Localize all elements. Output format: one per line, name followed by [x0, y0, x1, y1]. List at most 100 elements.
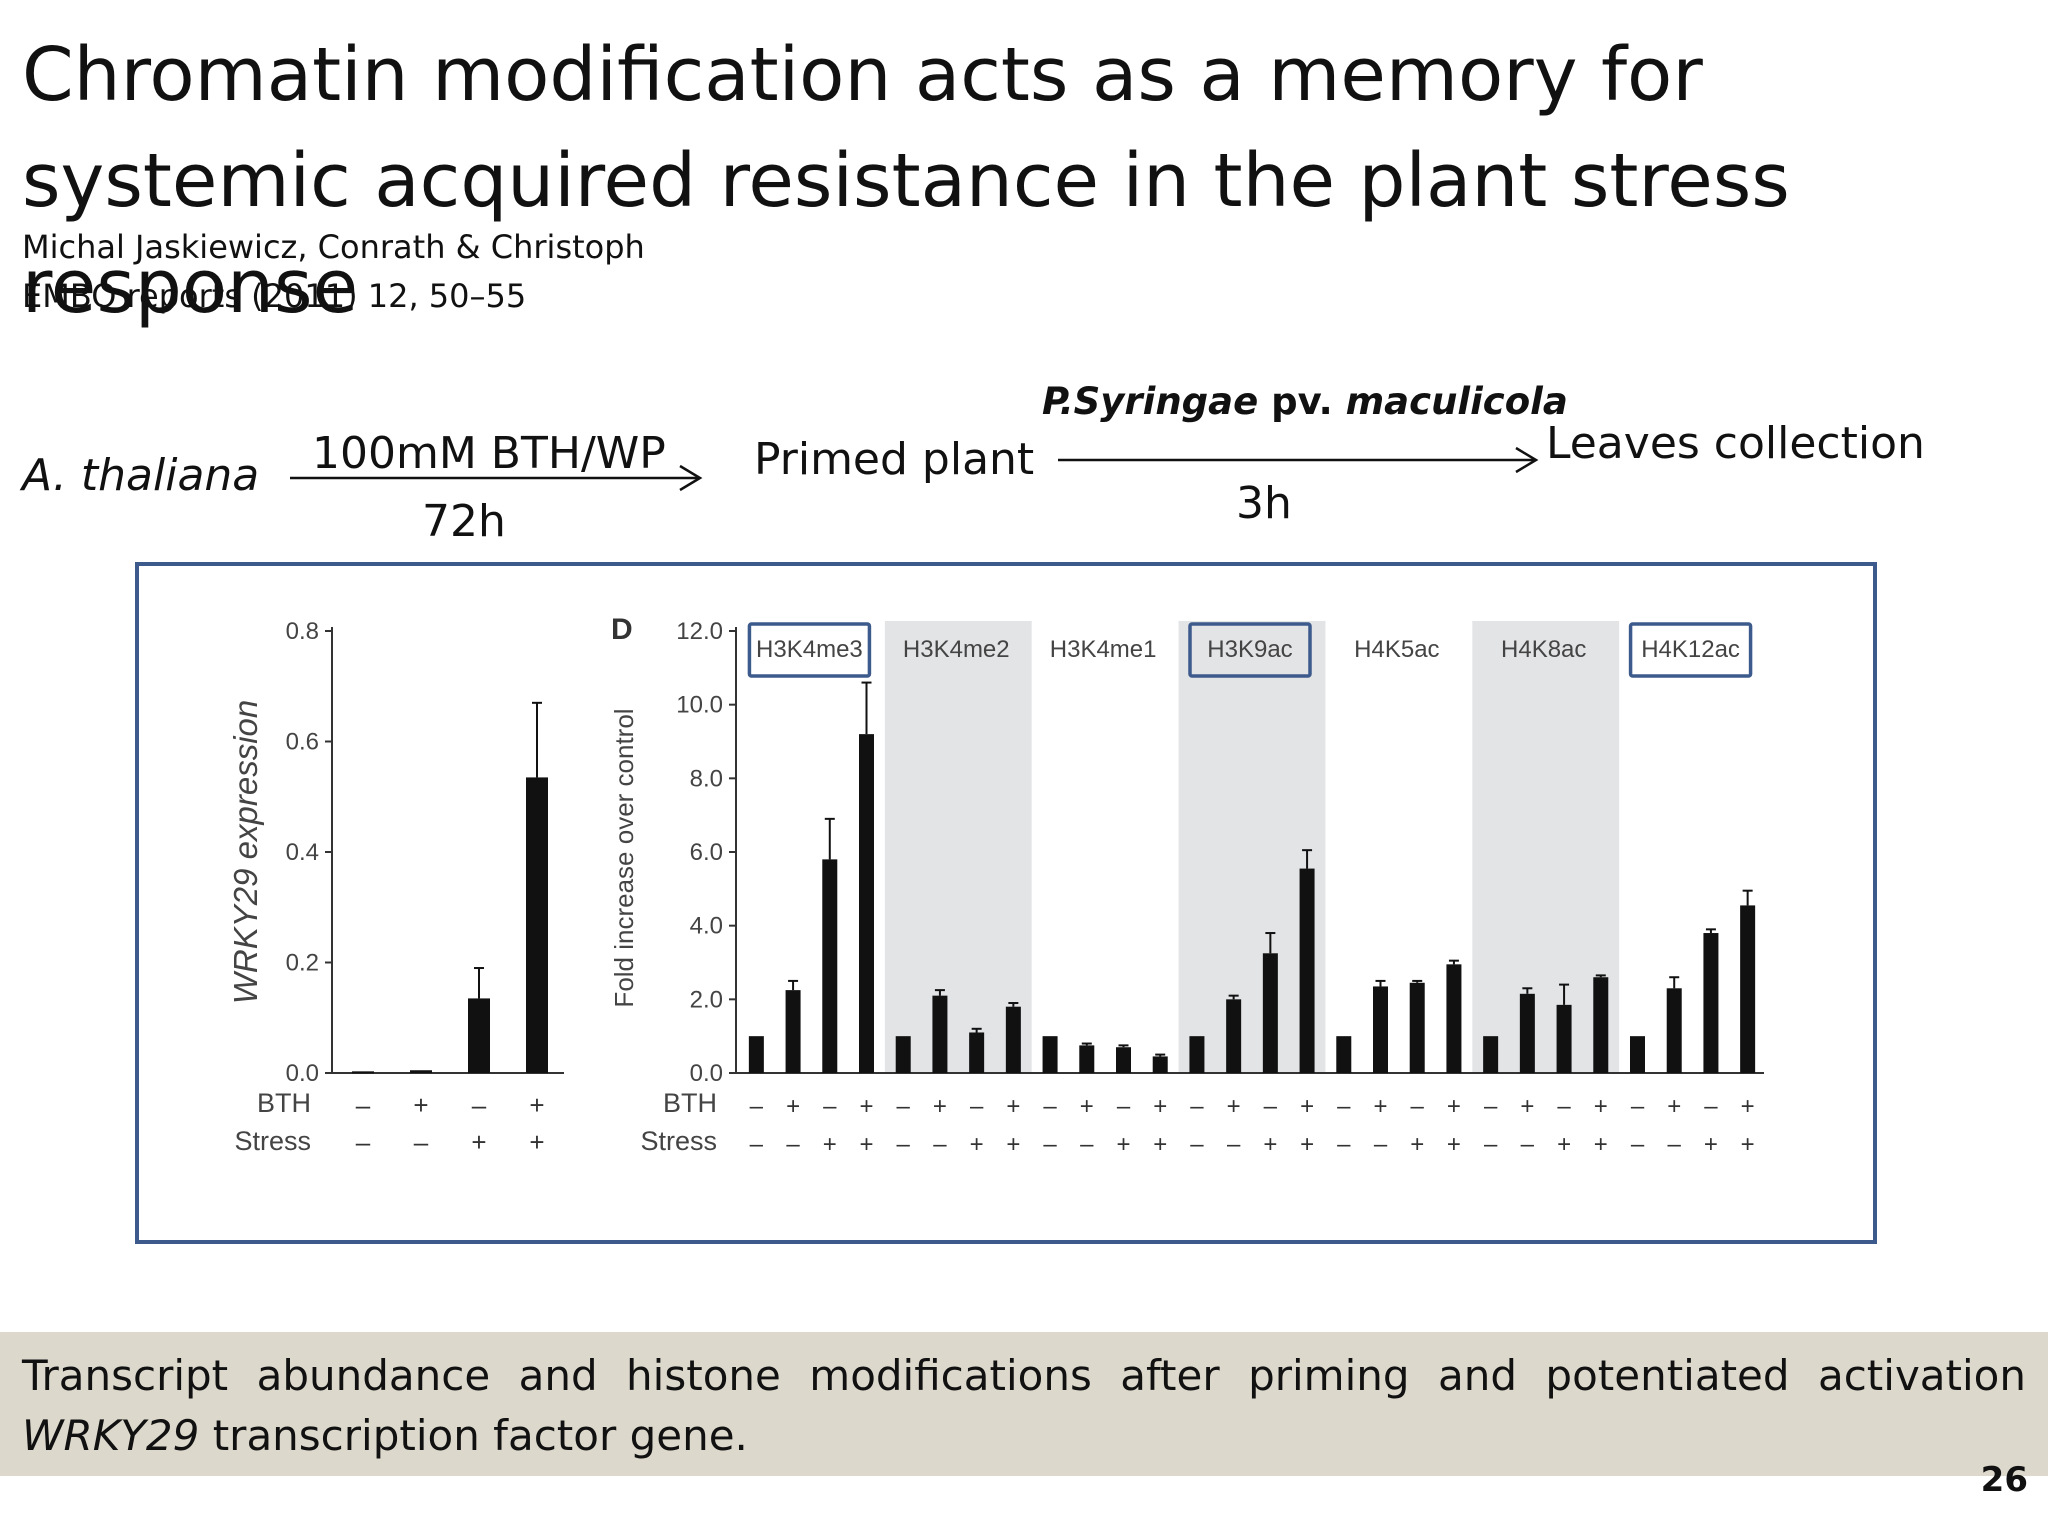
y-tick-label: 0.6	[286, 729, 319, 756]
bth-sign: –	[1631, 1093, 1645, 1120]
bth-sign: +	[1080, 1093, 1094, 1120]
stress-sign: –	[356, 1127, 371, 1157]
stress-sign: +	[970, 1131, 984, 1158]
bth-sign: +	[933, 1093, 947, 1120]
bth-sign: –	[1337, 1093, 1351, 1120]
stress-sign: –	[750, 1131, 764, 1158]
caption-rest: transcription factor gene.	[199, 1411, 748, 1460]
bar	[1336, 1036, 1352, 1073]
stress-sign: –	[1227, 1131, 1241, 1158]
group-highlight-box	[747, 622, 872, 678]
group-highlight-box	[1628, 622, 1753, 678]
bar	[1446, 964, 1462, 1073]
bth-sign: –	[472, 1090, 487, 1120]
group-label: H4K12ac	[1641, 636, 1740, 663]
bar	[526, 777, 548, 1073]
group-label: H3K4me2	[903, 636, 1010, 663]
stress-sign: –	[1080, 1131, 1094, 1158]
citation-authors: Michal Jaskiewicz, Conrath & Christoph	[22, 228, 645, 266]
bth-sign: +	[1006, 1093, 1020, 1120]
stress-sign: +	[529, 1127, 544, 1157]
bth-sign: +	[1594, 1093, 1608, 1120]
bth-sign: +	[1373, 1093, 1387, 1120]
stress-sign: +	[1410, 1131, 1424, 1158]
stress-sign: –	[786, 1131, 800, 1158]
group-label: H3K4me3	[756, 636, 863, 663]
pathogen-species: P.Syringae	[1042, 380, 1259, 423]
bar	[1262, 953, 1278, 1073]
stress-sign: +	[1006, 1131, 1020, 1158]
y-tick-label: 0.8	[286, 618, 319, 645]
stress-sign: +	[1557, 1131, 1571, 1158]
bar	[1152, 1056, 1168, 1073]
stress-sign: +	[859, 1131, 873, 1158]
stress-sign: +	[1116, 1131, 1130, 1158]
bar	[1299, 868, 1315, 1073]
slide-number: 26	[1980, 1460, 2028, 1500]
bth-sign: +	[413, 1090, 428, 1120]
bth-row-label: BTH	[663, 1088, 717, 1118]
bar	[468, 998, 490, 1073]
bar	[1703, 933, 1719, 1073]
bth-sign: +	[1520, 1093, 1534, 1120]
group-label: H3K9ac	[1207, 636, 1292, 663]
figure-frame: 0.0 0.2 0.4 0.6 0.8 WRKY29 expression – – + – – + + +…	[135, 562, 1877, 1244]
stress-sign: –	[1631, 1131, 1645, 1158]
y-tick-label: 10.0	[676, 692, 723, 719]
bar	[1226, 999, 1242, 1073]
group-label: H4K8ac	[1501, 636, 1586, 663]
slide-title: Chromatin modification acts as a memory …	[22, 32, 1790, 330]
bth-sign: –	[1043, 1093, 1057, 1120]
stress-sign: +	[1741, 1131, 1755, 1158]
bar	[785, 990, 801, 1073]
citation-journal: EMBO reports (2011) 12, 50–55	[22, 277, 527, 315]
bar	[1042, 1036, 1058, 1073]
stress-row-label: Stress	[640, 1126, 717, 1156]
bth-sign: –	[823, 1093, 837, 1120]
y-tick-label: 0.4	[286, 839, 319, 866]
organism-label: A. thaliana	[22, 450, 260, 501]
caption-line-1: Transcript abundance and histone modific…	[22, 1351, 2026, 1400]
y-tick-label: 12.0	[676, 618, 723, 645]
caption-line-2: WRKY29 transcription factor gene.	[22, 1406, 748, 1466]
group-label: H3K4me1	[1050, 636, 1157, 663]
bth-sign: –	[970, 1093, 984, 1120]
bar	[1116, 1047, 1131, 1073]
bth-sign: +	[1741, 1093, 1755, 1120]
treatment-time-label: 72h	[422, 496, 506, 547]
infection-time-label: 3h	[1236, 478, 1292, 529]
stress-sign: –	[1190, 1131, 1204, 1158]
y-tick-label: 4.0	[690, 913, 723, 940]
stress-sign: –	[1668, 1131, 1682, 1158]
bth-sign: +	[786, 1093, 800, 1120]
bth-sign: +	[1227, 1093, 1241, 1120]
stress-sign: –	[933, 1131, 947, 1158]
stress-sign: –	[1374, 1131, 1388, 1158]
bth-sign: +	[1447, 1093, 1461, 1120]
stress-sign: +	[823, 1131, 837, 1158]
bth-sign: –	[1704, 1093, 1718, 1120]
caption-gene: WRKY29	[22, 1411, 200, 1460]
y-tick-label: 0.0	[286, 1060, 319, 1087]
bar	[748, 1036, 764, 1073]
bar	[1079, 1045, 1095, 1073]
y-tick-label: 0.2	[286, 950, 319, 977]
bth-sign: –	[1190, 1093, 1204, 1120]
bth-sign: +	[1300, 1093, 1314, 1120]
stress-sign: –	[414, 1127, 429, 1157]
stress-sign: +	[1153, 1131, 1167, 1158]
stress-sign: –	[1521, 1131, 1535, 1158]
bar	[1630, 1036, 1645, 1073]
bth-sign: –	[356, 1090, 371, 1120]
bar	[859, 734, 874, 1073]
infection-arrow-icon	[1058, 446, 1539, 474]
stress-sign: +	[1447, 1131, 1461, 1158]
pathogen-variant: maculicola	[1345, 380, 1568, 423]
stress-sign: –	[1337, 1131, 1351, 1158]
bth-sign: –	[897, 1093, 911, 1120]
stress-sign: –	[897, 1131, 911, 1158]
y-tick-label: 2.0	[690, 986, 723, 1013]
treatment-label: 100mM BTH/WP	[312, 428, 666, 479]
y-axis-title: WRKY29 expression	[227, 700, 264, 1004]
